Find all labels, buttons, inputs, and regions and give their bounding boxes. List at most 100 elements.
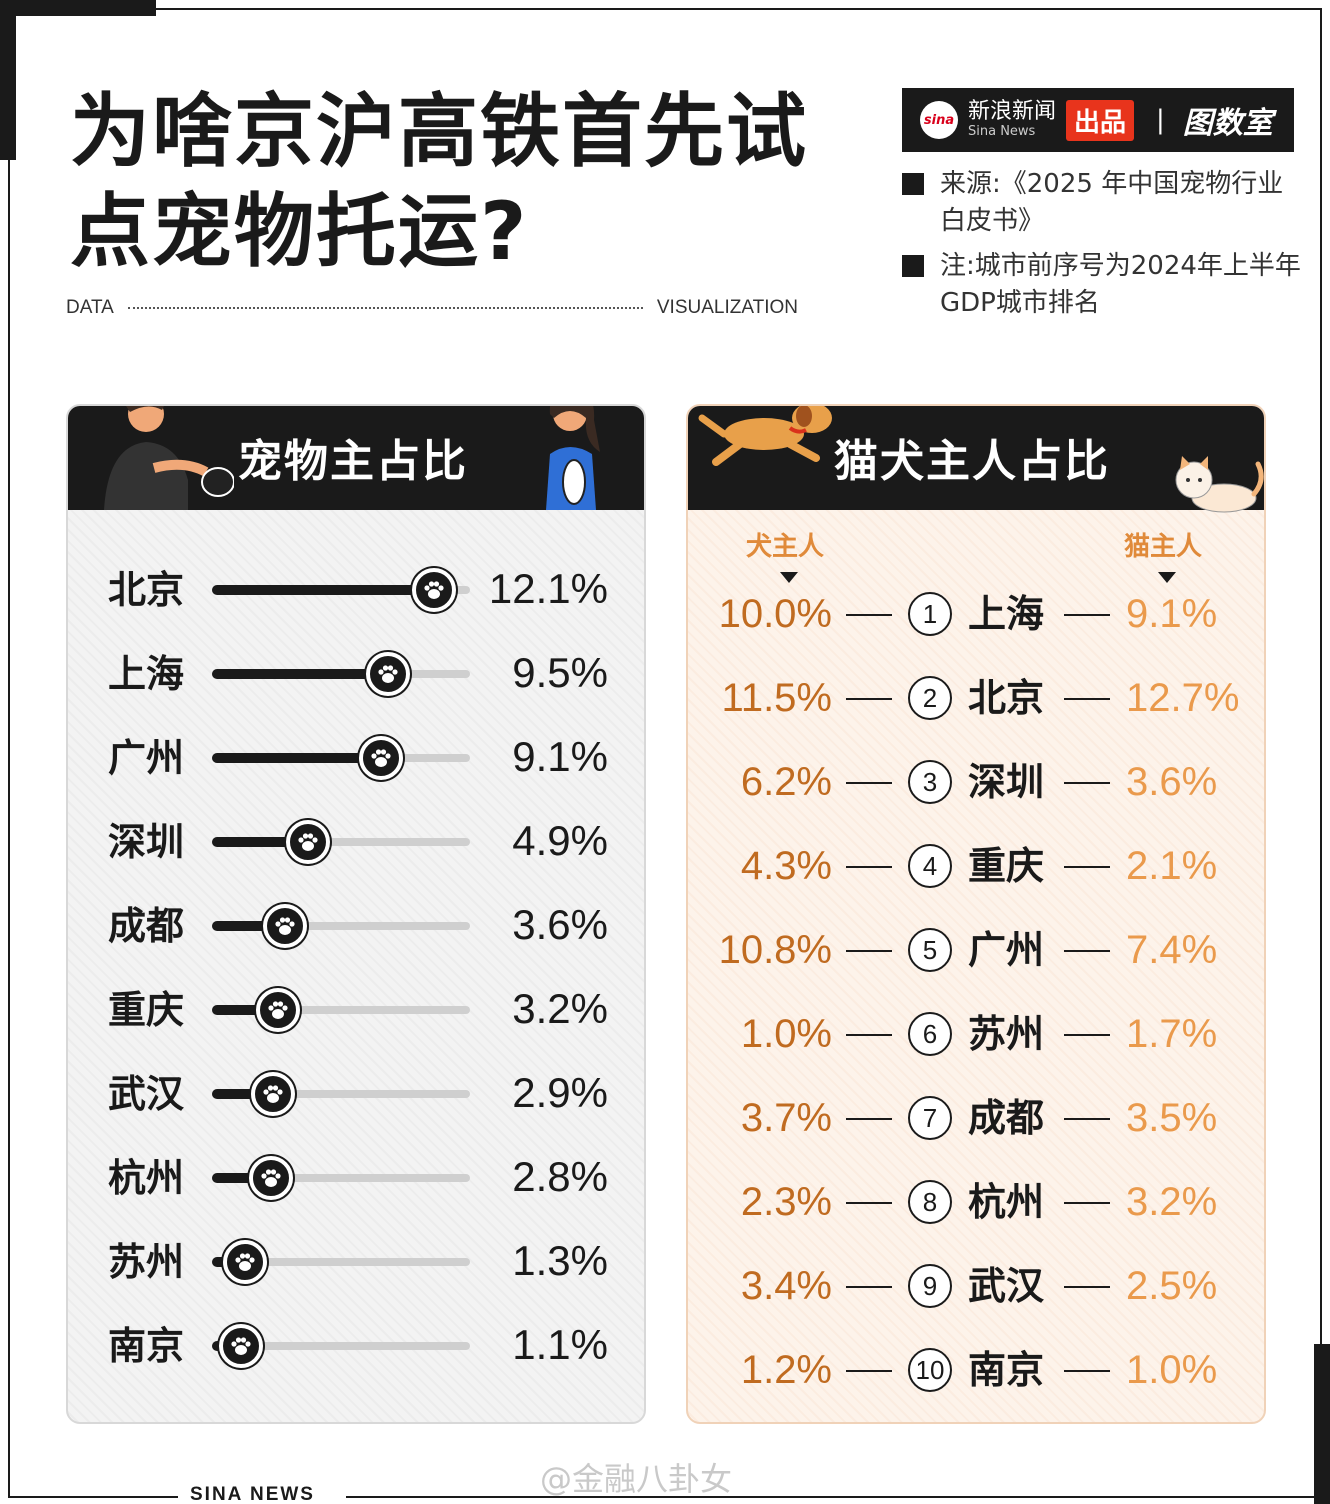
city-label: 广州 — [968, 928, 1045, 972]
city-label: 杭州 — [108, 1156, 185, 1200]
data-visualization-rule: DATA VISUALIZATION — [66, 296, 798, 320]
cat-owner-value: 1.0% — [1126, 1348, 1218, 1392]
ranking-row: 1.0% 6 苏州 1.7% — [688, 1004, 1264, 1064]
dog-owner-value: 10.8% — [718, 928, 832, 972]
value-label: 2.9% — [512, 1069, 608, 1116]
frame-corner-left — [0, 0, 16, 160]
dog-owner-value: 4.3% — [740, 844, 832, 888]
connector-line — [846, 698, 892, 700]
connector-line — [1064, 1286, 1110, 1288]
connector-line — [1064, 950, 1110, 952]
ranking-row: 10.8% 5 广州 7.4% — [688, 920, 1264, 980]
dog-owner-header: 犬主人 — [746, 532, 825, 562]
frame-corner-bottom-right — [1314, 1344, 1330, 1504]
ranking-row: 3.4% 9 武汉 2.5% — [688, 1256, 1264, 1316]
dog-owner-value: 2.3% — [740, 1180, 832, 1224]
value-label: 12.1% — [488, 565, 608, 612]
bar-track — [212, 922, 470, 930]
paw-knob-icon — [412, 568, 456, 612]
ranking-row: 10.0% 1 上海 9.1% — [688, 584, 1264, 644]
dog-owner-value: 1.2% — [740, 1348, 832, 1392]
ranking-row: 11.5% 2 北京 12.7% — [688, 668, 1264, 728]
connector-line — [846, 1034, 892, 1036]
rank-note: 注:城市前序号为2024年上半年GDP城市排名 — [902, 248, 1302, 322]
cat-owner-value: 2.5% — [1126, 1264, 1218, 1308]
running-dog-icon — [698, 406, 832, 466]
produced-badge: 出品 — [1066, 99, 1135, 141]
frame-line — [8, 1496, 178, 1498]
gdp-rank-badge: 1 — [908, 592, 952, 636]
bar-row: 苏州 1.3% — [68, 1232, 644, 1292]
connector-line — [846, 1286, 892, 1288]
paw-knob-icon — [250, 1072, 295, 1116]
bar-row: 广州 9.1% — [68, 728, 644, 788]
brand-name-en: Sina News — [968, 124, 1036, 139]
bar-row: 武汉 2.9% — [68, 1064, 644, 1124]
connector-line — [1064, 614, 1110, 616]
dotted-divider — [127, 307, 643, 309]
value-label: 2.8% — [512, 1153, 608, 1200]
frame-line — [156, 8, 1322, 10]
watermark-handle: @金融八卦女 — [540, 1460, 733, 1498]
bar-row: 上海 9.5% — [68, 644, 644, 704]
bar-row: 北京 12.1% — [68, 560, 644, 620]
cat-dog-owner-panel: 猫犬主人占比 犬主人 猫主人 10.0% 1 上海 9.1% 11.5% 2 北京 12.7%… — [686, 404, 1266, 1424]
cat-owner-value: 3.2% — [1126, 1180, 1218, 1224]
city-label: 杭州 — [968, 1180, 1045, 1224]
bullet-square-icon — [902, 173, 924, 195]
city-label: 南京 — [108, 1324, 185, 1368]
connector-line — [1064, 1118, 1110, 1120]
title-line-2: 点宠物托运? — [70, 185, 529, 278]
paw-knob-icon — [366, 652, 411, 696]
data-label: DATA — [66, 297, 114, 318]
dog-owner-value: 1.0% — [740, 1012, 832, 1056]
visualization-label: VISUALIZATION — [656, 297, 798, 318]
pet-owner-share-panel: 宠物主占比 北京 12.1% 上海 9.5% 广州 9.1% 深圳 4.9% 成都 3.6% 重庆 3… — [66, 404, 646, 1424]
dog-owner-value: 3.7% — [740, 1096, 832, 1140]
cat-owner-value: 3.5% — [1126, 1096, 1218, 1140]
city-label: 武汉 — [968, 1264, 1045, 1308]
connector-line — [1064, 1034, 1110, 1036]
gdp-rank-badge: 4 — [908, 844, 952, 888]
value-label: 4.9% — [512, 817, 608, 864]
bar-fill — [212, 837, 308, 847]
bullet-square-icon — [902, 255, 924, 277]
pet-owner-man-icon — [104, 406, 234, 510]
paw-knob-icon — [285, 820, 330, 864]
city-label: 苏州 — [108, 1240, 185, 1284]
panel-header: 宠物主占比 — [68, 406, 644, 510]
dog-owner-value: 11.5% — [721, 676, 832, 720]
brand-text: 新浪新闻 Sina News — [968, 100, 1056, 140]
paw-knob-icon — [222, 1240, 267, 1284]
dog-owner-value: 6.2% — [740, 760, 832, 804]
city-label: 苏州 — [968, 1012, 1045, 1056]
bar-fill — [212, 1089, 273, 1099]
title-line-1: 为啥京沪高铁首先试 — [70, 85, 808, 178]
dog-column-arrow-icon — [780, 572, 798, 583]
city-label: 深圳 — [108, 820, 185, 864]
sina-logo-icon: sina — [920, 101, 958, 139]
city-label: 北京 — [968, 676, 1045, 720]
city-label: 上海 — [108, 652, 185, 696]
source-note-text: 来源:《2025 年中国宠物行业白皮书》 — [940, 169, 1284, 236]
pet-owner-woman-icon — [546, 406, 600, 510]
paw-knob-icon — [256, 988, 301, 1032]
bar-row: 成都 3.6% — [68, 896, 644, 956]
city-label: 成都 — [968, 1096, 1045, 1140]
panel-header: 猫犬主人占比 — [688, 406, 1264, 513]
bar-fill — [212, 669, 389, 679]
cat-icon — [1175, 456, 1264, 513]
connector-line — [1064, 1202, 1110, 1204]
connector-line — [846, 950, 892, 952]
connector-line — [846, 1370, 892, 1372]
bar-row: 南京 1.1% — [68, 1316, 644, 1376]
studio-logo: 图数室 — [1182, 106, 1273, 141]
frame-line — [346, 1496, 1316, 1498]
bar-track — [212, 1258, 470, 1266]
cat-owner-value: 9.1% — [1126, 592, 1218, 636]
cat-owner-value: 2.1% — [1126, 844, 1218, 888]
bar-row: 杭州 2.8% — [68, 1148, 644, 1208]
city-label: 南京 — [968, 1348, 1045, 1392]
ranking-row: 4.3% 4 重庆 2.1% — [688, 836, 1264, 896]
ranking-row: 6.2% 3 深圳 3.6% — [688, 752, 1264, 812]
